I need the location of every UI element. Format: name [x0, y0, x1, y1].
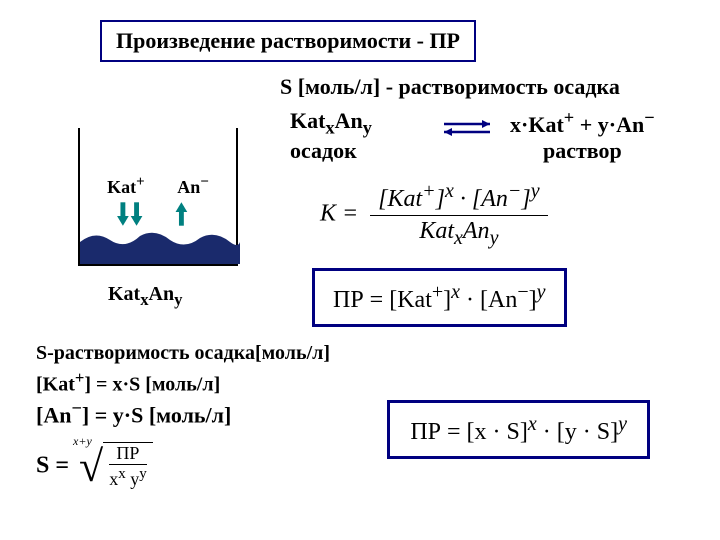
root-index: x+y: [73, 434, 92, 449]
compound-right-formula: x·Kat+ + y·An−: [510, 112, 655, 137]
pr-calc-formula: ПР = [x · S]x · [y · S]y: [410, 419, 627, 445]
precipitate-icon: [80, 228, 240, 264]
pr-definition-formula: ПР = [Kat+]x · [An−]y: [333, 287, 546, 313]
k-numerator: [Kat+]x · [An−]y: [370, 180, 547, 216]
compound-left-formula: KatxAny: [290, 108, 372, 133]
radical-icon: √: [79, 454, 103, 480]
beaker-diagram: Kat+ An−: [78, 128, 238, 266]
s-root-lhs: S =: [36, 453, 69, 479]
s-solubility-block: S-растворимость осадка[моль/л] [Kat+] = …: [36, 340, 330, 399]
k-equation: К = [Kat+]x · [An−]y KatxAny: [320, 180, 548, 250]
s-line-2: [Kat+] = x·S [моль/л]: [36, 367, 330, 399]
k-denominator: KatxAny: [370, 216, 547, 250]
beaker-an-ion: An−: [177, 174, 209, 198]
title-text: Произведение растворимости - ПР: [116, 28, 460, 53]
compound-left-label: осадок: [290, 138, 357, 163]
s-definition: S [моль/л] - растворимость осадка: [280, 74, 620, 100]
compound-left: KatxAny осадок: [290, 108, 372, 164]
root-fraction: ПР xx yy: [109, 443, 147, 490]
beaker-kat-ion: Kat+: [107, 174, 145, 198]
s-line-3: [An−] = y·S [моль/л]: [36, 398, 231, 428]
s-line-1: S-растворимость осадка[моль/л]: [36, 340, 330, 367]
root-den: xx yy: [109, 465, 147, 490]
pr-calc-box: ПР = [x · S]x · [y · S]y: [387, 400, 650, 459]
pr-definition-box: ПР = [Kat+]x · [An−]y: [312, 268, 567, 327]
compound-right-label: раствор: [543, 138, 622, 163]
title-box: Произведение растворимости - ПР: [100, 20, 476, 62]
ion-exchange-arrows-icon: [80, 200, 236, 228]
s-root-formula: S = x+y √ ПР xx yy: [36, 442, 153, 492]
k-fraction: [Kat+]x · [An−]y KatxAny: [370, 180, 547, 250]
beaker-compound-label: KatxAny: [108, 283, 182, 310]
equilibrium-arrows-icon: [440, 116, 494, 140]
root-num: ПР: [109, 443, 147, 465]
beaker-ions-row: Kat+ An−: [80, 174, 236, 198]
root-expression: x+y √ ПР xx yy: [79, 442, 153, 492]
k-lhs: К: [320, 200, 336, 226]
compound-right: x·Kat+ + y·An− раствор: [510, 108, 655, 164]
equals-sign: =: [342, 200, 364, 226]
